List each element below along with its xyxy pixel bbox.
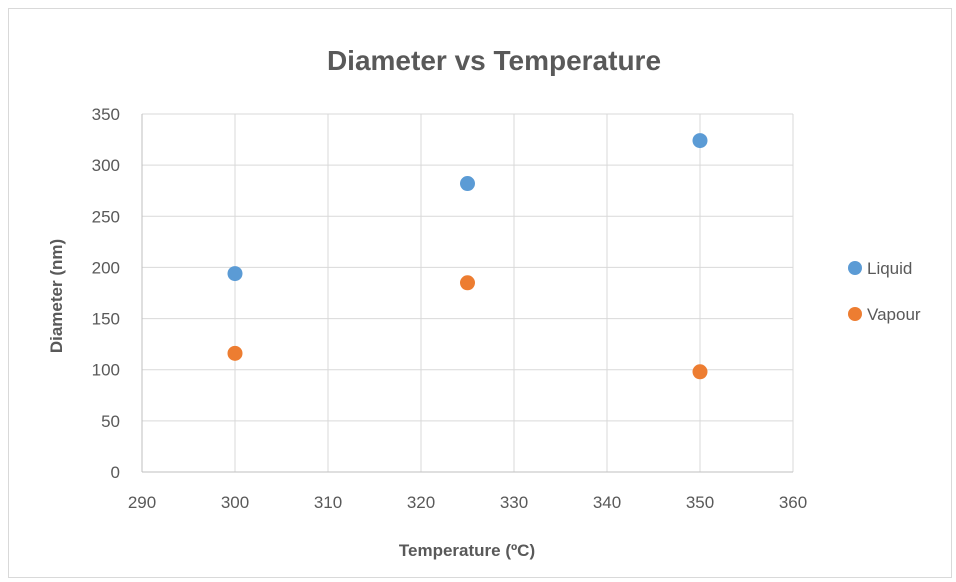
x-tick-300: 300 (221, 493, 249, 512)
axes (141, 114, 793, 473)
vapour-point-0 (227, 345, 243, 361)
legend-label-liquid: Liquid (867, 259, 912, 278)
y-tick-100: 100 (92, 361, 120, 380)
legend-label-vapour: Vapour (867, 305, 921, 324)
x-axis-title: Temperature (ºC) (399, 541, 535, 560)
gridlines (142, 113, 794, 472)
y-tick-350: 350 (92, 105, 120, 124)
x-tick-360: 360 (779, 493, 807, 512)
vapour-point-2 (692, 364, 708, 380)
x-tick-290: 290 (128, 493, 156, 512)
x-tick-350: 350 (686, 493, 714, 512)
legend-marker-liquid (848, 261, 862, 275)
chart-frame (8, 8, 952, 578)
x-tick-320: 320 (407, 493, 435, 512)
y-tick-150: 150 (92, 310, 120, 329)
y-tick-200: 200 (92, 258, 120, 277)
legend-marker-vapour (848, 307, 862, 321)
y-tick-250: 250 (92, 207, 120, 226)
liquid-point-0 (227, 266, 243, 282)
x-tick-labels: 290 300 310 320 330 340 350 360 (128, 493, 807, 512)
y-tick-50: 50 (101, 412, 120, 431)
x-tick-340: 340 (593, 493, 621, 512)
x-tick-310: 310 (314, 493, 342, 512)
x-tick-330: 330 (500, 493, 528, 512)
liquid-point-1 (460, 176, 475, 192)
legend: Liquid Vapour (848, 259, 921, 324)
chart-title: Diameter vs Temperature (327, 45, 661, 76)
y-tick-300: 300 (92, 156, 120, 175)
vapour-point-1 (460, 275, 475, 291)
y-axis-title: Diameter (nm) (47, 239, 66, 353)
liquid-point-2 (692, 133, 708, 149)
y-tick-0: 0 (111, 463, 120, 482)
data-points (227, 133, 708, 380)
y-tick-labels: 0 50 100 150 200 250 300 350 (92, 105, 120, 482)
